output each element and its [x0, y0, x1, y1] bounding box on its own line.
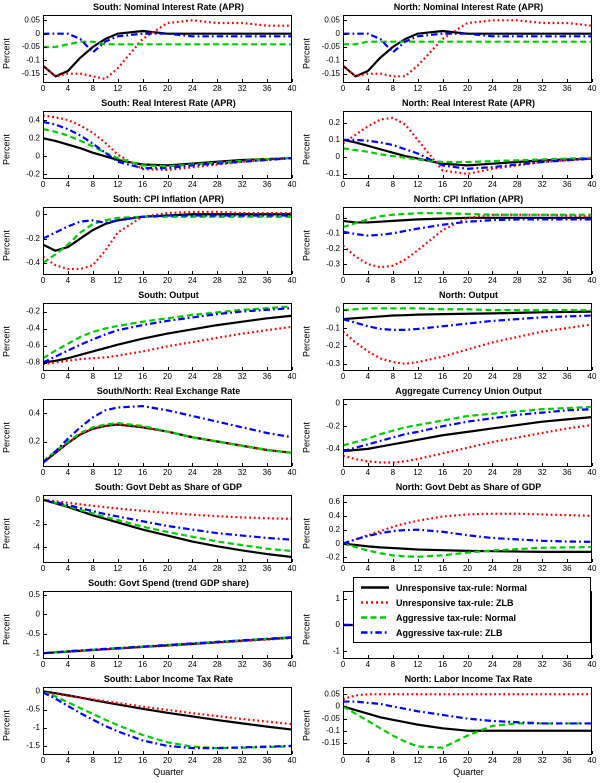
chart-title: North: Output [439, 290, 498, 300]
subplot-north-labor-income-tax-rate: North: Labor Income Tax Rate Percent Quart… [300, 672, 600, 783]
chart-title: North: Nominal Interest Rate (APR) [393, 2, 544, 12]
subplot-south-north-real-exchange-rate: South/North: Real Exchange Rate Percent [0, 384, 300, 480]
plot-area-south-govt-debt-share-gdp [13, 493, 298, 574]
legend-label: Unresponsive tax-rule: ZLB [396, 597, 514, 608]
plot-area-south-cpi-inflation [13, 205, 298, 286]
legend-line-solid-black [360, 582, 390, 593]
x-axis-label: Quarter [153, 767, 184, 777]
plot-area-south-output [13, 301, 298, 382]
plot-area-south-north-real-exchange-rate [13, 397, 298, 478]
chart-title: North: Govt Debt as Share of GDP [395, 482, 542, 492]
plot-area-south-govt-spend [13, 589, 298, 670]
y-axis-label: Percent [301, 229, 312, 262]
chart-title: South: Real Interest Rate (APR) [101, 98, 236, 108]
plot-area-north-labor-income-tax-rate [313, 685, 598, 766]
chart-title: South: Output [138, 290, 199, 300]
y-axis-label: Percent [1, 709, 12, 742]
subplot-south-labor-income-tax-rate: South: Labor Income Tax Rate Percent Quart… [0, 672, 300, 783]
y-axis-label: Percent [1, 517, 12, 550]
chart-title: North: Real Interest Rate (APR) [401, 98, 536, 108]
legend-entry-aggressive-zlb: Aggressive tax-rule: ZLB [354, 625, 590, 640]
y-axis-label: Percent [1, 229, 12, 262]
legend-label: Aggressive tax-rule: ZLB [396, 627, 503, 638]
chart-title: Aggregate Currency Union Output [395, 386, 542, 396]
subplot-north-output: North: Output Percent [300, 288, 600, 384]
legend-label: Aggressive tax-rule: Normal [396, 612, 517, 623]
subplot-north-nominal-interest-rate: North: Nominal Interest Rate (APR) Percen… [300, 0, 600, 96]
legend: Unresponsive tax-rule: Normal Unresponsi… [353, 577, 591, 643]
legend-entry-unresponsive-normal: Unresponsive tax-rule: Normal [354, 580, 590, 595]
y-axis-label: Percent [1, 421, 12, 454]
chart-title: North: Labor Income Tax Rate [404, 674, 533, 684]
y-axis-label: Percent [1, 613, 12, 646]
y-axis-label: Percent [301, 325, 312, 358]
y-axis-label: Percent [301, 709, 312, 742]
chart-title: South: CPI Inflation (APR) [113, 194, 224, 204]
plot-area-north-govt-debt-share-gdp [313, 493, 598, 574]
subplot-south-output: South: Output Percent [0, 288, 300, 384]
chart-title: North: CPI Inflation (APR) [413, 194, 524, 204]
x-axis-label: Quarter [453, 767, 484, 777]
y-axis-label: Percent [301, 37, 312, 70]
y-axis-label: Percent [301, 133, 312, 166]
y-axis-label: Percent [1, 37, 12, 70]
subplot-south-cpi-inflation: South: CPI Inflation (APR) Percent [0, 192, 300, 288]
subplot-north-govt-debt-share-gdp: North: Govt Debt as Share of GDP Percent [300, 480, 600, 576]
y-axis-label: Percent [301, 421, 312, 454]
legend-line-dashed-green [360, 612, 390, 623]
plot-area-north-cpi-inflation [313, 205, 598, 286]
chart-title: South/North: Real Exchange Rate [96, 386, 241, 396]
subplot-north-real-interest-rate: North: Real Interest Rate (APR) Percent [300, 96, 600, 192]
subplot-aggregate-currency-union-output: Aggregate Currency Union Output Percent [300, 384, 600, 480]
y-axis-label: Percent [1, 133, 12, 166]
subplot-south-govt-debt-share-gdp: South: Govt Debt as Share of GDP Percent [0, 480, 300, 576]
legend-line-dashdot-blue [360, 627, 390, 638]
chart-title: South: Labor Income Tax Rate [103, 674, 234, 684]
plot-area-north-output [313, 301, 598, 382]
legend-entry-unresponsive-zlb: Unresponsive tax-rule: ZLB [354, 595, 590, 610]
subplot-south-real-interest-rate: South: Real Interest Rate (APR) Percent [0, 96, 300, 192]
chart-title: South: Govt Spend (trend GDP share) [88, 578, 249, 588]
subplot-south-nominal-interest-rate: South: Nominal Interest Rate (APR) Percen… [0, 0, 300, 96]
plot-area-north-real-interest-rate [313, 109, 598, 190]
plot-area-aggregate-currency-union-output [313, 397, 598, 478]
plot-area-south-real-interest-rate [13, 109, 298, 190]
legend-line-dotted-red [360, 597, 390, 608]
chart-title: South: Nominal Interest Rate (APR) [92, 2, 244, 12]
y-axis-label: Percent [301, 517, 312, 550]
subplot-north-cpi-inflation: North: CPI Inflation (APR) Percent [300, 192, 600, 288]
y-axis-label: Percent [301, 613, 312, 646]
plot-area-south-labor-income-tax-rate [13, 685, 298, 766]
plot-area-north-nominal-interest-rate [313, 13, 598, 94]
y-axis-label: Percent [1, 325, 12, 358]
subplot-south-govt-spend: South: Govt Spend (trend GDP share) Perce… [0, 576, 300, 672]
chart-title: South: Govt Debt as Share of GDP [94, 482, 242, 492]
plot-area-south-nominal-interest-rate [13, 13, 298, 94]
legend-entry-aggressive-normal: Aggressive tax-rule: Normal [354, 610, 590, 625]
legend-label: Unresponsive tax-rule: Normal [396, 582, 528, 593]
